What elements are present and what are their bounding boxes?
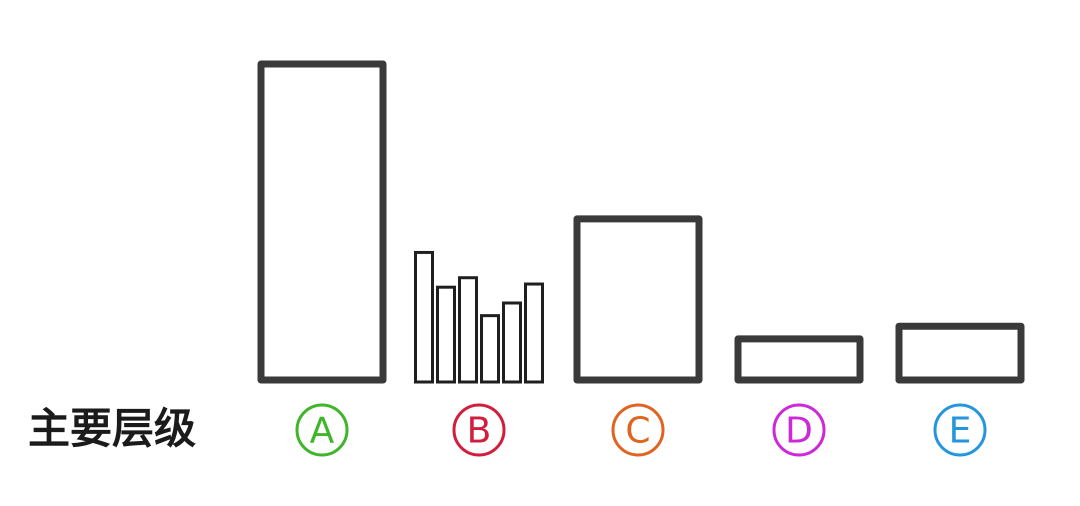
badge-letter-b: B [467, 411, 492, 452]
bar-a [257, 60, 387, 384]
badge-circle-a [295, 403, 349, 457]
bar-e [895, 322, 1025, 384]
row-label: 主要层级 [28, 404, 196, 453]
group-a: A [257, 60, 387, 457]
bar-c [573, 215, 703, 384]
bar-b-1 [414, 250, 434, 384]
group-c: C [573, 215, 703, 457]
bar-b-3 [458, 276, 478, 384]
bar-b-2 [436, 285, 456, 384]
bar-b-5 [502, 301, 522, 384]
badge-circle-d [772, 403, 826, 457]
badge-letter-a: A [310, 411, 335, 452]
group-e: E [895, 322, 1025, 457]
badge-circle-e [933, 403, 987, 457]
badge-circle-b [452, 403, 506, 457]
badge-letter-c: C [625, 411, 650, 452]
group-d: D [734, 335, 864, 457]
bar-b-4 [480, 314, 500, 384]
bar-b-6 [524, 282, 544, 384]
badge-letter-e: E [949, 411, 972, 452]
badge-letter-d: D [785, 411, 813, 452]
group-b: B [414, 250, 544, 457]
bar-d [734, 335, 864, 384]
badge-circle-c [611, 403, 665, 457]
